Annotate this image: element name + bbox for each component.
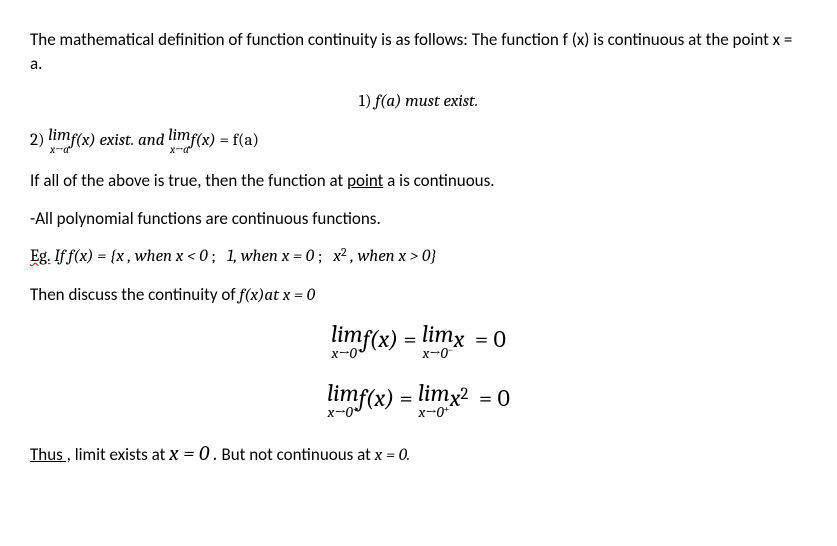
limit-left-equation: lim x→0− f(x) = lim x→0− x = 0 [30,322,807,361]
limit-right-equation: lim x→0+ f(x) = lim x→0+ x2 = 0 [30,381,807,420]
cond2-eq-fa: = f(a) [216,131,259,150]
eq1-rhs: x [454,325,465,353]
eg-part3-sup: 2 [341,245,347,259]
if-all-pre: If all of the above is true, then the fu… [30,170,347,191]
if-all-paragraph: If all of the above is true, then the fu… [30,169,807,193]
eq1-fx: f(x) [363,325,398,353]
intro-paragraph: The mathematical definition of function … [30,28,807,76]
cond2-fx2: f(x) [191,131,216,150]
eg-part3-post: , when x > 0} [347,247,437,266]
if-all-point: point [347,170,383,191]
discuss-line: Then discuss the continuity of f(x)at x … [30,283,807,308]
cond2-prefix: 2) [30,131,48,150]
if-all-post: a is continuous. [383,170,494,191]
cond2-lim1: lim x→a [48,127,70,155]
eq1-final: = 0 [470,325,506,353]
polynomial-note: -All polynomial functions are continuous… [30,207,807,231]
eq2-lim-b: lim x→0+ [418,381,450,420]
discuss-pre: Then discuss the continuity of [30,284,239,305]
eg-part2: 1, when x = 0 [227,247,314,266]
cond2-lim2: lim x→a [168,127,190,155]
thus-mid1: limit exists at [71,444,169,465]
eq1-eq1: = [398,325,422,353]
discuss-fx: f(x)at x = 0 [239,286,315,305]
eq2-final: = 0 [474,384,510,412]
condition-1: 1) f(a) must exist. [30,90,807,114]
eq2-rhs-sup: 2 [460,385,468,404]
cond2-exist-and: exist. and [96,131,168,150]
eg-label: Eg. [30,247,51,266]
eq2-fx: f(x) [359,384,394,412]
eg-sep2: ; [314,247,326,266]
condition-2: 2) lim x→a f(x) exist. and lim x→a f(x) … [30,127,807,155]
eq1-lim-b: lim x→0− [422,322,454,361]
cond1-expr: f(a) must exist. [375,92,478,111]
thus-xeq0b: x = 0. [375,446,410,465]
cond1-prefix: 1) [359,92,375,111]
thus-pre: Thus , [30,444,71,465]
thus-line: Thus , limit exists at x = 0 . But not c… [30,440,807,469]
eg-part3-x: x [333,247,341,266]
eg-fx: f(x) = {x , when x < 0 [68,247,207,266]
eg-sep1: ; [208,247,220,266]
eq2-lim-a: lim x→0+ [327,381,359,420]
eq1-lim-a: lim x→0− [331,322,363,361]
eg-if: If [51,247,69,266]
cond2-fx1: f(x) [71,131,96,150]
thus-post: But not continuous at [218,444,375,465]
eq2-eq1: = [394,384,418,412]
eq2-rhs-x: x [450,384,461,412]
example-line: Eg. If f(x) = {x , when x < 0 ; 1, when … [30,245,807,269]
thus-xeq0: x = 0 . [169,442,217,466]
